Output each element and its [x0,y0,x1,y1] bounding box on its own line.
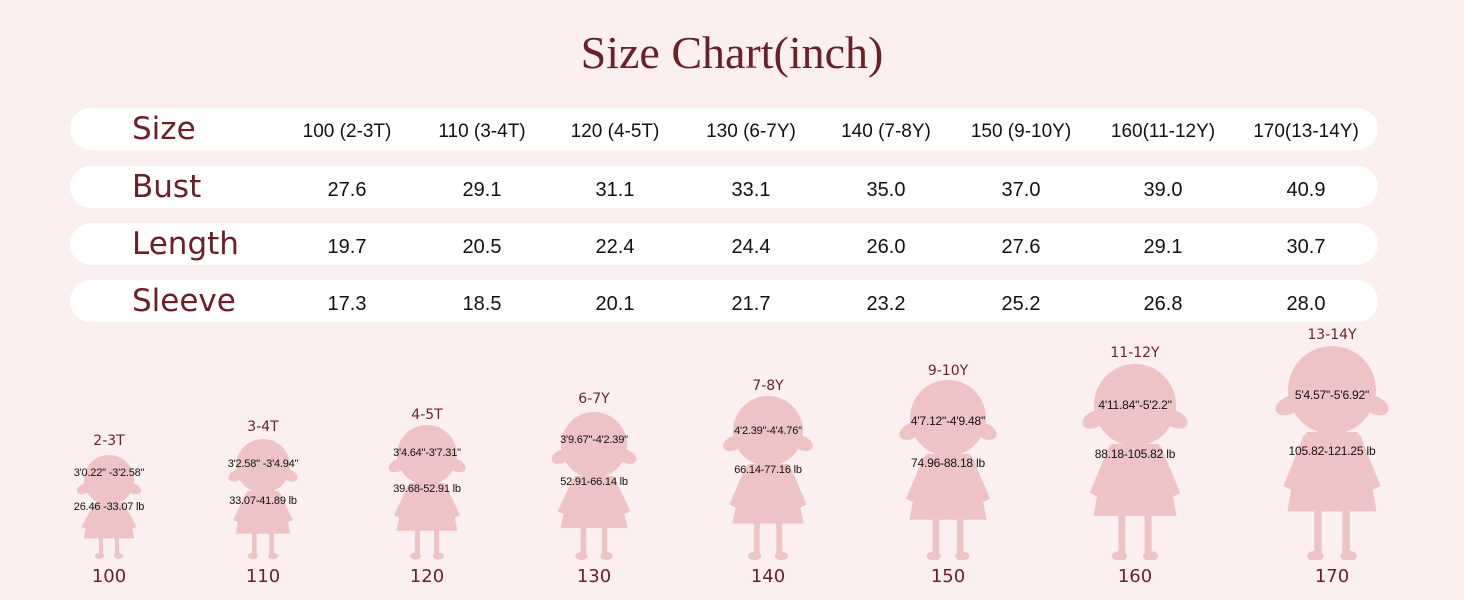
figure-size-label: 170 [1314,566,1350,587]
figure-height-range: 3'2.58" -3'4.94" [227,458,299,470]
figure-height-range: 3'4.64"-3'7.31" [393,447,461,459]
figure-age-label: 7-8Y [752,378,784,394]
figure-height-range: 3'9.67"-4'2.39" [560,434,628,446]
row-label: Sleeve [132,283,236,319]
table-cell: 30.7 [1286,236,1326,258]
figure-weight-range: 33.07-41.89 lb [229,495,297,507]
table-cell: 110 (3-4T) [438,121,526,142]
table-cell: 140 (7-8Y) [841,121,931,142]
table-cell: 25.2 [1001,293,1041,315]
page-title: Size Chart(inch) [580,27,884,78]
table-cell: 24.4 [731,236,771,258]
figure-weight-range: 88.18-105.82 lb [1094,447,1176,461]
row-label: Size [132,111,196,147]
table-cell: 35.0 [866,179,906,201]
row-label: Bust [132,169,202,205]
figure-height-range: 4'2.39"-4'4.76" [734,425,802,437]
table-cell: 170(13-14Y) [1253,121,1359,142]
table-cell: 33.1 [731,179,771,201]
figure-100: 2-3T 3'0.22" -3'2.58" 26.46 -33.07 lb [34,433,184,560]
table-row-size: Size 100 (2-3T) 110 (3-4T) 120 (4-5T) 130 (6… [70,108,1378,150]
table-row-length: Length 19.7 20.5 22.4 24.4 26.0 27.6 29.1 30.7 [70,223,1378,265]
table-cell: 37.0 [1001,179,1041,201]
table-cell: 150 (9-10Y) [970,121,1072,142]
figure-120: 4-5T 3'4.64"-3'7.31" 39.68-52.91 lb [352,407,502,560]
table-cell: 39.0 [1143,179,1183,201]
figure-weight-range: 105.82-121.25 lb [1288,444,1376,458]
table-cell: 19.7 [327,236,367,258]
figure-age-label: 2-3T [93,433,125,449]
table-cell: 160(11-12Y) [1110,121,1216,142]
figure-size-label: 100 [91,566,127,587]
figure-age-label: 11-12Y [1110,345,1160,361]
figure-size-label: 140 [750,566,786,587]
figure-weight-range: 66.14-77.16 lb [734,464,802,476]
table-cell: 20.1 [595,293,635,315]
figure-130: 6-7Y 3'9.67"-4'2.39" 52.91-66.14 lb [519,391,669,560]
table-cell: 29.1 [1143,236,1183,258]
figure-weight-range: 39.68-52.91 lb [393,483,461,495]
figure-age-label: 13-14Y [1307,327,1357,343]
table-cell: 130 (6-7Y) [706,121,796,142]
table-cell: 23.2 [866,293,906,315]
table-row-sleeve: Sleeve 17.3 18.5 20.1 21.7 23.2 25.2 26.8 28.0 [70,280,1378,322]
table-cell: 40.9 [1286,179,1326,201]
table-cell: 29.1 [462,179,502,201]
figure-age-label: 4-5T [411,407,443,423]
figure-160: 11-12Y 4'11.84"-5'2.2" 88.18-105.82 lb [1060,345,1210,560]
figure-age-label: 3-4T [247,419,279,435]
table-cell: 27.6 [327,179,367,201]
figure-size-label: 110 [245,566,281,587]
figure-height-range: 4'11.84"-5'2.2" [1098,398,1172,412]
table-cell: 26.0 [866,236,906,258]
figure-110: 3-4T 3'2.58" -3'4.94" 33.07-41.89 lb [188,419,338,560]
table-cell: 18.5 [462,293,502,315]
table-cell: 17.3 [327,293,367,315]
table-cell: 26.8 [1143,293,1183,315]
figure-size-label: 130 [576,566,612,587]
figure-weight-range: 52.91-66.14 lb [560,476,628,488]
table-cell: 100 (2-3T) [302,121,392,142]
figure-170: 13-14Y 5'4.57"-5'6.92" 105.82-121.25 lb [1257,327,1407,560]
table-cell: 31.1 [595,179,635,201]
figure-age-label: 6-7Y [578,391,610,407]
figure-height-range: 3'0.22" -3'2.58" [73,467,145,479]
figure-140: 7-8Y 4'2.39"-4'4.76" 66.14-77.16 lb [693,378,843,560]
figure-height-range: 5'4.57"-5'6.92" [1294,388,1370,402]
figure-weight-range: 26.46 -33.07 lb [73,501,145,513]
figure-150: 9-10Y 4'7.12"-4'9.48" 74.96-88.18 lb [873,363,1023,560]
row-label: Length [132,226,239,262]
table-cell: 20.5 [462,236,502,258]
table-cell: 120 (4-5T) [570,121,660,142]
figure-age-label: 9-10Y [927,363,969,379]
table-cell: 28.0 [1286,293,1326,315]
table-cell: 27.6 [1001,236,1041,258]
table-cell: 21.7 [731,293,771,315]
figure-size-label: 160 [1117,566,1153,587]
figure-height-range: 4'7.12"-4'9.48" [910,414,986,428]
table-cell: 22.4 [595,236,635,258]
figure-size-label: 150 [930,566,966,587]
figure-size-label: 120 [409,566,445,587]
table-row-bust: Bust 27.6 29.1 31.1 33.1 35.0 37.0 39.0 40.9 [70,166,1378,208]
figure-weight-range: 74.96-88.18 lb [911,456,985,470]
